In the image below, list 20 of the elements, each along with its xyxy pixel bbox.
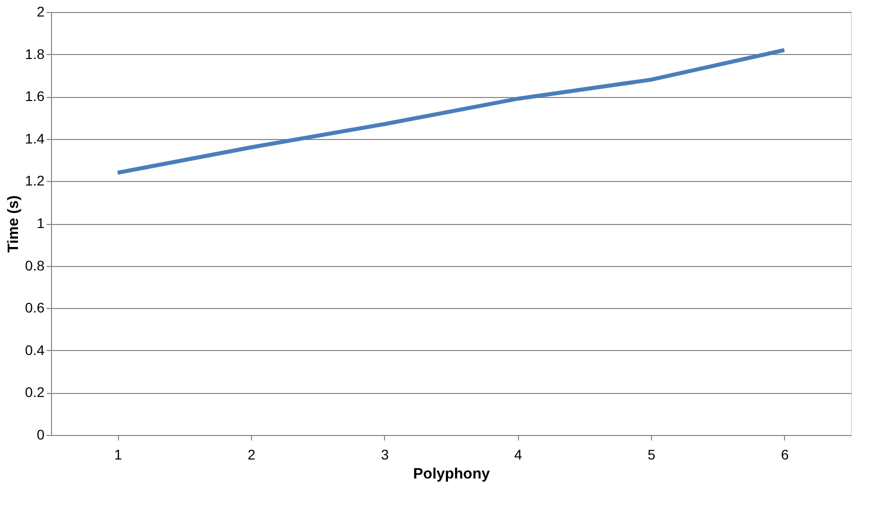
x-tick-label: 5 (648, 446, 656, 462)
y-tick-label: 0.6 (25, 300, 45, 316)
x-tick-label: 6 (780, 446, 789, 462)
x-tick-label: 2 (248, 446, 256, 462)
y-tick-label: 0.2 (25, 384, 45, 400)
x-axis-title: Polyphony (413, 466, 490, 482)
y-tick-label: 2 (36, 4, 45, 20)
y-tick-label: 1 (36, 215, 45, 231)
x-tick-label: 1 (114, 446, 122, 462)
y-tick-label: 1.2 (25, 172, 45, 189)
y-tick-label: 0.8 (25, 257, 45, 274)
y-tick-label: 1.4 (25, 130, 45, 146)
y-axis-title: Time (s) (5, 195, 22, 253)
y-tick-label: 1.6 (25, 88, 45, 104)
x-tick-label: 3 (380, 446, 389, 462)
y-tick-label: 0.4 (25, 342, 45, 358)
y-tick-label: 0 (36, 426, 45, 442)
x-tick-label: 4 (514, 446, 522, 462)
line-series (116, 48, 786, 175)
y-tick-label: 1.8 (25, 46, 45, 62)
